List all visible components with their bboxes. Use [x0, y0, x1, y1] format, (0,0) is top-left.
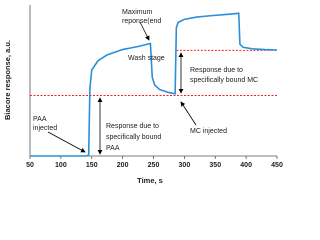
arrows: [47, 21, 197, 155]
x-tick-label: 150: [86, 162, 98, 169]
x-tick-label: 300: [179, 162, 191, 169]
x-tick-label: 350: [209, 162, 221, 169]
annotation: reponse(end: [122, 18, 161, 25]
x-tick-label: 100: [55, 162, 67, 169]
annotation: Response due to: [106, 123, 159, 130]
annotation: Maximum: [122, 9, 153, 16]
x-tick-label: 250: [148, 162, 160, 169]
data-line: [30, 12, 278, 157]
annotation: specifically bound MC: [190, 77, 258, 84]
annotation: injected: [33, 125, 57, 132]
annotation: MC injected: [190, 128, 227, 135]
page: {"chart_data": {"type": "line", "x_label…: [2, 5, 283, 185]
x-axis-title: Time, s: [137, 176, 163, 185]
arrow: [47, 131, 86, 153]
annotation: PAA: [106, 145, 120, 152]
arrow: [139, 21, 150, 41]
annotation: Response due to: [190, 67, 243, 74]
annotation: Wash stage: [128, 55, 165, 62]
y-axis-title: Biacore response, a.u.: [3, 40, 12, 120]
x-tick-label: 400: [240, 162, 252, 169]
x-tick-label: 200: [117, 162, 129, 169]
annotation: specifically bound: [106, 134, 161, 141]
x-tick-label: 50: [26, 162, 34, 169]
arrow: [180, 101, 197, 126]
chart: Time, s Biacore response, a.u. 50 100 150 2…: [3, 5, 283, 185]
x-tick-label: 450: [271, 162, 283, 169]
annotation: PAA: [33, 116, 47, 123]
